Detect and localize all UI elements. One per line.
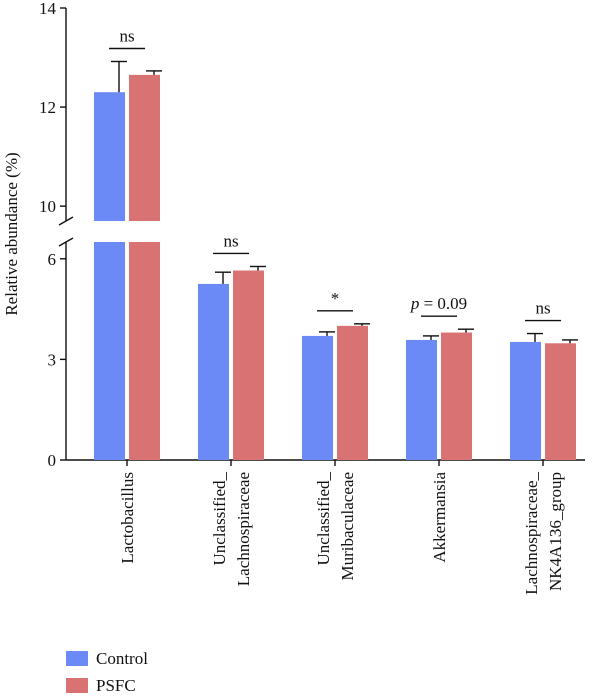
significance-label: p = 0.09 — [410, 294, 467, 313]
y-tick-label: 3 — [48, 350, 57, 369]
bar-psfc — [545, 343, 576, 460]
bar-control-upper — [94, 92, 125, 221]
significance-label: ns — [223, 231, 238, 250]
legend: Control PSFC — [66, 645, 148, 699]
bar-control — [302, 335, 333, 460]
bar-psfc — [233, 270, 264, 460]
x-category-label: NK4A136_group — [546, 472, 565, 591]
x-category-label: Lactobacillus — [118, 472, 137, 564]
bar-psfc — [441, 332, 472, 460]
axis-break-mark-lower — [58, 237, 74, 247]
y-tick-label: 12 — [39, 98, 56, 117]
x-category-label: Akkermansia — [430, 472, 449, 563]
x-category-label: Unclassified_ — [314, 472, 333, 566]
legend-item-psfc: PSFC — [66, 672, 148, 699]
legend-label-psfc: PSFC — [96, 675, 136, 695]
x-category-label: Unclassified_ — [210, 472, 229, 566]
x-category-label: Lachnospiraceae — [234, 472, 253, 586]
significance-label: ns — [535, 299, 550, 318]
x-category-label: Muribaculaceae — [338, 472, 357, 581]
bar-control — [198, 283, 229, 460]
y-tick-label: 14 — [39, 0, 57, 18]
bar-psfc-upper — [129, 74, 160, 221]
axis-break-mark-upper — [58, 216, 74, 226]
y-axis-label: Relative abundance (%) — [2, 152, 21, 315]
bar-psfc — [337, 325, 368, 460]
bar-control — [510, 341, 541, 460]
y-tick-label: 6 — [48, 250, 57, 269]
legend-swatch-psfc — [66, 678, 88, 693]
y-tick-label: 10 — [39, 197, 56, 216]
legend-label-control: Control — [96, 648, 148, 668]
bar-control — [406, 339, 437, 460]
bar-psfc-lower — [129, 242, 160, 460]
bar-control-lower — [94, 242, 125, 460]
significance-label: * — [331, 289, 340, 308]
legend-swatch-control — [66, 651, 88, 666]
significance-label: ns — [119, 26, 134, 45]
y-tick-label: 0 — [48, 451, 57, 470]
legend-item-control: Control — [66, 645, 148, 672]
x-category-label: Lachnospiraceae_ — [522, 472, 541, 595]
